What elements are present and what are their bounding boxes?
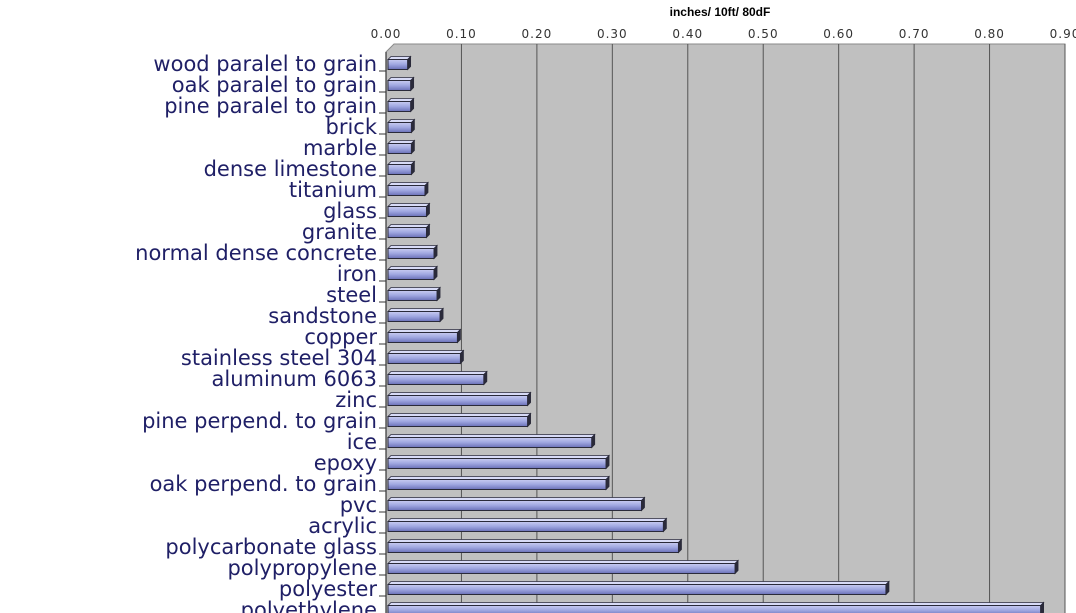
category-label: steel <box>326 283 377 307</box>
bar <box>387 601 1045 613</box>
bar <box>387 475 611 491</box>
category-label: oak paralel to grain <box>172 73 377 97</box>
category-label: polycarbonate glass <box>165 535 377 559</box>
x-tick-label: 0.90 <box>1050 27 1076 41</box>
category-label: zinc <box>335 388 377 412</box>
category-label: granite <box>302 220 377 244</box>
bar <box>387 433 596 449</box>
x-axis-ticks: 0.00 0.10 0.20 0.30 0.40 0.50 0.60 0.70 0.80 0.90 <box>371 27 1076 41</box>
bar <box>387 580 890 596</box>
x-tick-label: 0.00 <box>371 27 402 41</box>
category-label: brick <box>325 115 377 139</box>
category-label: pine paralel to grain <box>164 94 377 118</box>
bar <box>387 223 431 239</box>
bars <box>387 55 1045 613</box>
category-label: polypropylene <box>227 556 377 580</box>
category-label: stainless steel 304 <box>181 346 377 370</box>
bar <box>387 76 415 92</box>
category-label: normal dense concrete <box>135 241 377 265</box>
category-label: acrylic <box>308 514 377 538</box>
x-tick-label: 0.30 <box>597 27 628 41</box>
bar <box>387 55 412 71</box>
x-tick-label: 0.10 <box>446 27 477 41</box>
bar <box>387 349 465 365</box>
bar <box>387 307 445 323</box>
bar <box>387 412 532 428</box>
category-label: aluminum 6063 <box>212 367 378 391</box>
x-tick-label: 0.40 <box>672 27 703 41</box>
category-label: ice <box>347 430 377 454</box>
x-tick-label: 0.20 <box>522 27 553 41</box>
category-label: dense limestone <box>204 157 377 181</box>
bar <box>387 391 532 407</box>
bar <box>387 517 668 533</box>
bar <box>387 97 415 113</box>
category-label: polyethylene <box>241 598 377 613</box>
category-label: wood paralel to grain <box>153 52 377 76</box>
bar <box>387 286 442 302</box>
category-label: copper <box>304 325 377 349</box>
x-tick-label: 0.80 <box>974 27 1005 41</box>
bar <box>387 538 683 554</box>
bar <box>387 328 462 344</box>
bar <box>387 370 488 386</box>
x-tick-label: 0.60 <box>823 27 854 41</box>
category-label: sandstone <box>268 304 377 328</box>
bar <box>387 244 438 260</box>
bar <box>387 454 611 470</box>
category-label: polyester <box>279 577 377 601</box>
bar <box>387 265 438 281</box>
bar <box>387 160 416 176</box>
category-label: epoxy <box>314 451 377 475</box>
bar <box>387 496 646 512</box>
bar <box>387 559 740 575</box>
category-label: oak perpend. to grain <box>150 472 377 496</box>
category-label: titanium <box>289 178 377 202</box>
category-label: marble <box>303 136 377 160</box>
category-label: pvc <box>340 493 377 517</box>
bar <box>387 181 429 197</box>
chart-title: inches/ 10ft/ 80dF <box>670 5 771 19</box>
x-tick-label: 0.70 <box>899 27 930 41</box>
bar <box>387 118 416 134</box>
category-label: glass <box>323 199 377 223</box>
bar <box>387 202 431 218</box>
category-label: iron <box>337 262 377 286</box>
category-label: pine perpend. to grain <box>142 409 377 433</box>
bar <box>387 139 416 155</box>
x-tick-label: 0.50 <box>748 27 779 41</box>
